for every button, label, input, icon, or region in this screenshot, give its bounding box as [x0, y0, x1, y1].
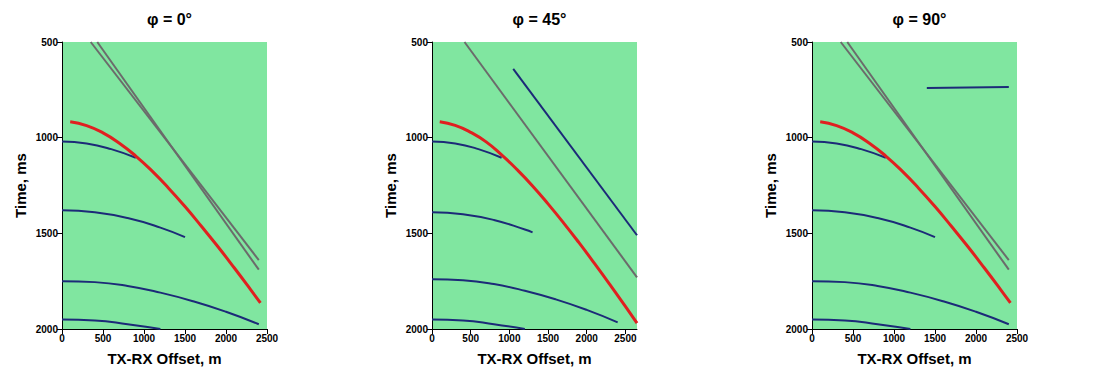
svg-text:0: 0: [809, 333, 815, 344]
svg-text:500: 500: [845, 333, 862, 344]
svg-text:φ = 0°: φ = 0°: [147, 11, 192, 28]
svg-text:TX-RX Offset, m: TX-RX Offset, m: [857, 350, 971, 367]
svg-text:500: 500: [95, 333, 112, 344]
svg-text:2000: 2000: [406, 324, 429, 335]
svg-text:Time, ms: Time, ms: [762, 153, 779, 218]
svg-text:1000: 1000: [498, 333, 521, 344]
svg-text:0: 0: [429, 333, 435, 344]
svg-text:Time, ms: Time, ms: [382, 153, 399, 218]
svg-text:2000: 2000: [786, 324, 809, 335]
svg-text:500: 500: [791, 37, 808, 48]
svg-text:TX-RX Offset, m: TX-RX Offset, m: [477, 350, 591, 367]
svg-text:1500: 1500: [36, 228, 59, 239]
svg-text:2000: 2000: [576, 333, 599, 344]
svg-text:2500: 2500: [256, 333, 279, 344]
svg-text:Time, ms: Time, ms: [12, 153, 29, 218]
svg-text:1500: 1500: [786, 228, 809, 239]
svg-text:2000: 2000: [965, 333, 988, 344]
svg-text:2500: 2500: [614, 333, 637, 344]
svg-text:1500: 1500: [406, 228, 429, 239]
svg-text:1500: 1500: [537, 333, 560, 344]
svg-text:2000: 2000: [36, 324, 59, 335]
svg-text:500: 500: [462, 333, 479, 344]
svg-text:2500: 2500: [1006, 333, 1029, 344]
svg-text:1000: 1000: [36, 132, 59, 143]
svg-text:1500: 1500: [924, 333, 947, 344]
svg-text:φ = 90°: φ = 90°: [893, 11, 947, 28]
svg-text:1000: 1000: [133, 333, 156, 344]
svg-text:1000: 1000: [883, 333, 906, 344]
svg-text:0: 0: [59, 333, 65, 344]
svg-text:500: 500: [41, 37, 58, 48]
svg-text:TX-RX Offset, m: TX-RX Offset, m: [107, 350, 221, 367]
svg-text:φ = 45°: φ = 45°: [513, 11, 567, 28]
svg-text:1000: 1000: [406, 132, 429, 143]
svg-text:1000: 1000: [786, 132, 809, 143]
svg-text:1500: 1500: [174, 333, 197, 344]
svg-text:2000: 2000: [215, 333, 238, 344]
svg-text:500: 500: [411, 37, 428, 48]
